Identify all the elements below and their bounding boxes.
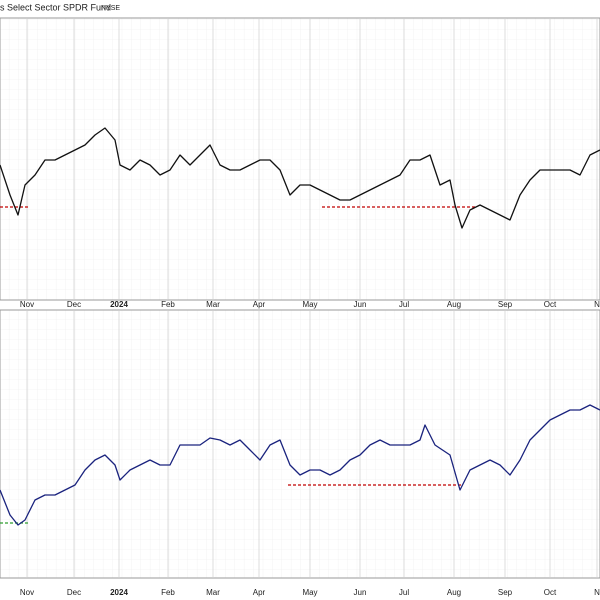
price-line [0,404,600,526]
x-tick-label: Dec [67,588,81,597]
x-tick-label: Dec [67,300,81,309]
x-tick-label: Sep [498,300,513,309]
x-tick-label: Apr [253,300,266,309]
x-tick-label: Jul [399,588,409,597]
x-tick-label: Aug [447,588,461,597]
x-tick-label: Mar [206,300,220,309]
x-tick-label: Aug [447,300,461,309]
x-tick-label: May [302,588,317,597]
x-tick-label: Oct [544,300,557,309]
x-tick-label: Oct [544,588,557,597]
x-tick-label: May [302,300,317,309]
x-tick-label: 2024 [110,300,128,309]
x-tick-label: Nov [20,300,34,309]
x-tick-label: Jun [354,300,367,309]
x-tick-label: N [594,588,600,597]
x-tick-label: 2024 [110,588,128,597]
panel-bottom [0,309,600,579]
x-tick-label: Sep [498,588,513,597]
panel-top [0,17,600,301]
x-tick-label: Feb [161,588,175,597]
chart-title: s Select Sector SPDR Fund [0,2,111,12]
x-tick-label: Jun [354,588,367,597]
x-tick-label: Mar [206,588,220,597]
x-tick-label: Nov [20,588,34,597]
x-tick-label: N [594,300,600,309]
x-tick-label: Jul [399,300,409,309]
x-tick-label: Apr [253,588,266,597]
exchange: NYSE [101,5,120,12]
price-line [0,127,600,229]
x-tick-label: Feb [161,300,175,309]
